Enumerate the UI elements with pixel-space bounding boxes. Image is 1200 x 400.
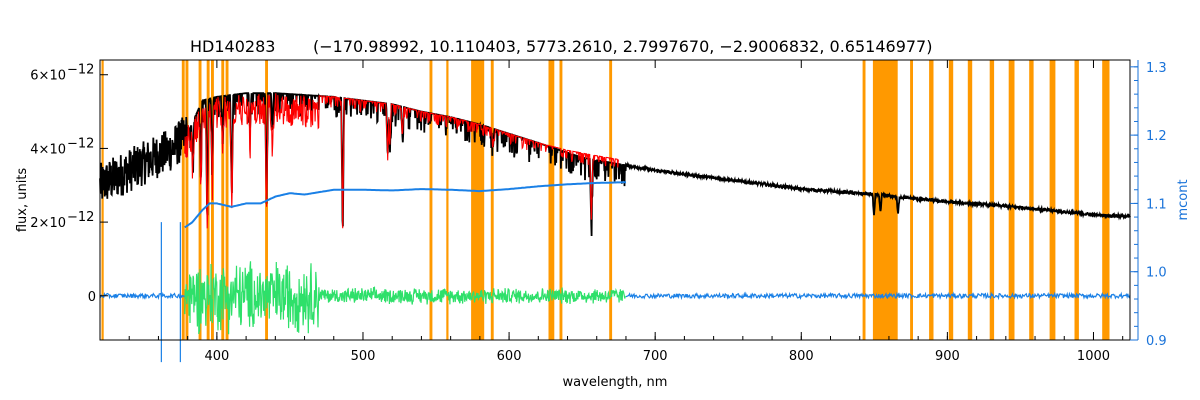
series-layer	[99, 92, 1131, 237]
y-axis-label: flux, units	[15, 168, 30, 233]
residuals-outside-line	[99, 292, 186, 301]
x-tick-label: 1000	[1077, 349, 1110, 364]
x-tick-label: 500	[351, 349, 376, 364]
masked-region-band	[198, 60, 202, 340]
masked-region-band	[221, 60, 225, 340]
masked-region-band	[559, 60, 563, 340]
y-tick-label: 0	[88, 290, 96, 305]
masked-region-band	[185, 60, 189, 340]
y-right-tick-label: 1.0	[1146, 266, 1167, 281]
y-right-tick-label: 1.1	[1146, 197, 1167, 212]
masked-region-band	[446, 60, 449, 340]
x-tick-label: 800	[789, 349, 814, 364]
y-tick-label: 2×10	[30, 216, 66, 231]
x-axis-label: wavelength, nm	[563, 375, 668, 390]
y-tick-exponent: −12	[67, 210, 94, 225]
masked-region-band	[872, 60, 898, 340]
y-right-axis-label: mcont	[1176, 179, 1191, 220]
y-tick-exponent: −12	[67, 63, 94, 78]
masked-region-band	[181, 60, 185, 340]
plot-frame	[99, 59, 1131, 341]
model-flux-line	[184, 93, 619, 229]
residuals-layer	[99, 222, 1131, 363]
masked-region-band	[1029, 60, 1034, 340]
masked-region-band	[548, 60, 555, 340]
masked-region-band	[1074, 60, 1079, 340]
mcont-line	[184, 181, 627, 229]
residuals-outside-line	[626, 291, 1131, 301]
chart-title-star: HD140283	[190, 37, 275, 56]
masked-region-band	[1102, 60, 1110, 340]
chart-title-params: (−170.98992, 10.110403, 5773.2610, 2.799…	[313, 37, 932, 56]
masked-region-band	[101, 60, 104, 340]
x-tick-label: 400	[204, 349, 229, 364]
masked-region-band	[225, 60, 229, 340]
y-tick-label: 4×10	[30, 142, 66, 157]
x-tick-label: 900	[935, 349, 960, 364]
x-tick-label: 700	[643, 349, 668, 364]
y-right-tick-label: 0.9	[1146, 334, 1167, 349]
masked-region-band	[862, 60, 866, 340]
y-tick-exponent: −12	[67, 136, 94, 151]
masked-region-band	[490, 60, 494, 340]
y-right-tick-label: 1.2	[1146, 129, 1167, 144]
masked-region-band	[1049, 60, 1056, 340]
masked-region-band	[429, 60, 433, 340]
y-right-tick-label: 1.3	[1146, 61, 1167, 76]
masked-region-band	[989, 60, 995, 340]
residuals-line	[184, 261, 627, 335]
masked-region-band	[910, 60, 913, 340]
masked-region-band	[1008, 60, 1015, 340]
y-tick-label: 6×10	[30, 69, 66, 84]
masked-region-band	[609, 60, 613, 340]
x-tick-label: 600	[497, 349, 522, 364]
